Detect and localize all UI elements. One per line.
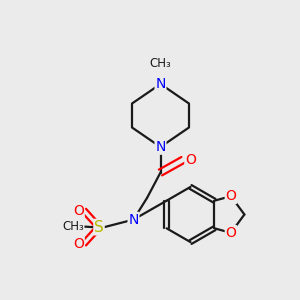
Text: O: O	[226, 189, 236, 203]
Text: N: N	[155, 77, 166, 91]
Text: N: N	[128, 213, 139, 226]
Text: N: N	[155, 140, 166, 154]
Text: O: O	[226, 226, 236, 240]
Text: O: O	[185, 153, 196, 167]
Text: CH₃: CH₃	[150, 57, 171, 70]
Text: O: O	[73, 204, 84, 218]
Text: O: O	[73, 237, 84, 250]
Text: S: S	[94, 220, 104, 235]
Text: CH₃: CH₃	[62, 220, 84, 233]
